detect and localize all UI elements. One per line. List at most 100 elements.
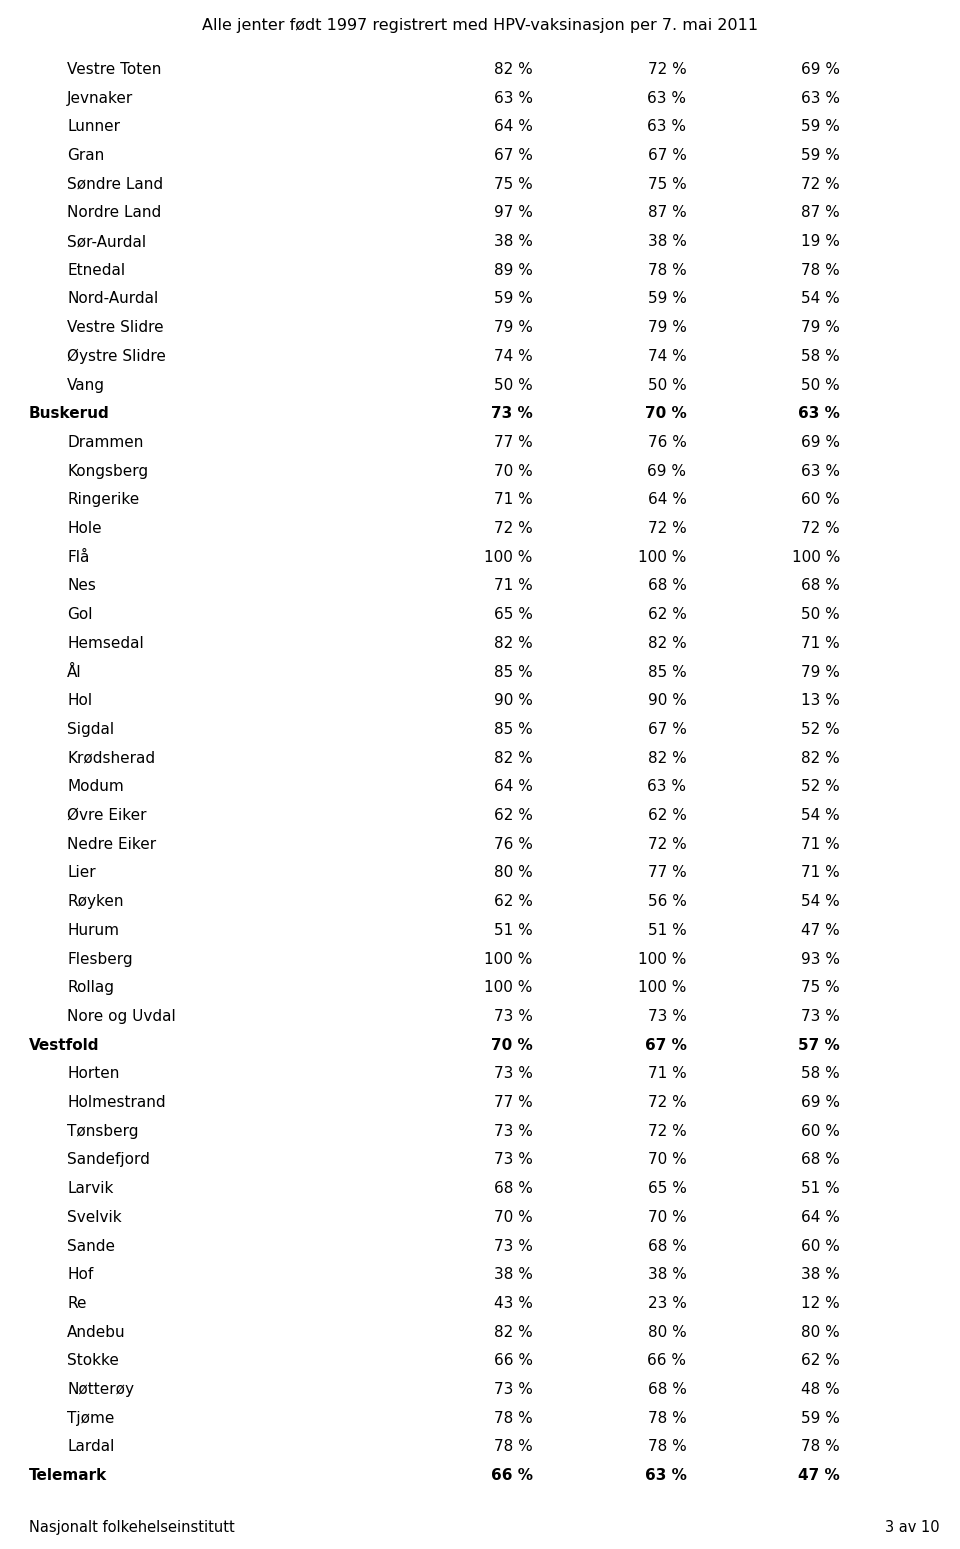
Text: 80 %: 80 %: [494, 866, 533, 880]
Text: 100 %: 100 %: [638, 951, 686, 967]
Text: 70 %: 70 %: [494, 1210, 533, 1225]
Text: 38 %: 38 %: [648, 234, 686, 249]
Text: 68 %: 68 %: [648, 1239, 686, 1253]
Text: 68 %: 68 %: [802, 578, 840, 593]
Text: 73 %: 73 %: [648, 1008, 686, 1024]
Text: Hemsedal: Hemsedal: [67, 635, 144, 651]
Text: 80 %: 80 %: [802, 1324, 840, 1340]
Text: 51 %: 51 %: [802, 1182, 840, 1196]
Text: 70 %: 70 %: [645, 406, 686, 421]
Text: Vestre Slidre: Vestre Slidre: [67, 321, 164, 335]
Text: Hurum: Hurum: [67, 923, 119, 937]
Text: Modum: Modum: [67, 779, 124, 795]
Text: 100 %: 100 %: [485, 550, 533, 565]
Text: 56 %: 56 %: [648, 894, 686, 909]
Text: Alle jenter født 1997 registrert med HPV-vaksinasjon per 7. mai 2011: Alle jenter født 1997 registrert med HPV…: [202, 19, 758, 33]
Text: 79 %: 79 %: [648, 321, 686, 335]
Text: 23 %: 23 %: [648, 1297, 686, 1310]
Text: 78 %: 78 %: [802, 1439, 840, 1455]
Text: 82 %: 82 %: [648, 635, 686, 651]
Text: 78 %: 78 %: [648, 263, 686, 277]
Text: 72 %: 72 %: [648, 836, 686, 852]
Text: Buskerud: Buskerud: [29, 406, 109, 421]
Text: 64 %: 64 %: [494, 119, 533, 135]
Text: Svelvik: Svelvik: [67, 1210, 122, 1225]
Text: Søndre Land: Søndre Land: [67, 177, 163, 192]
Text: 52 %: 52 %: [802, 722, 840, 737]
Text: 71 %: 71 %: [494, 578, 533, 593]
Text: 72 %: 72 %: [648, 1095, 686, 1111]
Text: 82 %: 82 %: [802, 751, 840, 765]
Text: 100 %: 100 %: [485, 981, 533, 996]
Text: Tjøme: Tjøme: [67, 1411, 114, 1425]
Text: Nedre Eiker: Nedre Eiker: [67, 836, 156, 852]
Text: 72 %: 72 %: [648, 1123, 686, 1139]
Text: 77 %: 77 %: [494, 1095, 533, 1111]
Text: 72 %: 72 %: [648, 520, 686, 536]
Text: 38 %: 38 %: [802, 1267, 840, 1283]
Text: Sør-Aurdal: Sør-Aurdal: [67, 234, 146, 249]
Text: Rollag: Rollag: [67, 981, 114, 996]
Text: Re: Re: [67, 1297, 86, 1310]
Text: Røyken: Røyken: [67, 894, 124, 909]
Text: 70 %: 70 %: [648, 1210, 686, 1225]
Text: Jevnaker: Jevnaker: [67, 90, 133, 105]
Text: Stokke: Stokke: [67, 1354, 119, 1368]
Text: 71 %: 71 %: [802, 836, 840, 852]
Text: Telemark: Telemark: [29, 1468, 108, 1482]
Text: 47 %: 47 %: [802, 923, 840, 937]
Text: 51 %: 51 %: [494, 923, 533, 937]
Text: 85 %: 85 %: [494, 722, 533, 737]
Text: Øystre Slidre: Øystre Slidre: [67, 349, 166, 364]
Text: 50 %: 50 %: [802, 607, 840, 623]
Text: Vang: Vang: [67, 378, 106, 392]
Text: 82 %: 82 %: [494, 1324, 533, 1340]
Text: 82 %: 82 %: [494, 751, 533, 765]
Text: 58 %: 58 %: [802, 1066, 840, 1081]
Text: Holmestrand: Holmestrand: [67, 1095, 166, 1111]
Text: 85 %: 85 %: [648, 665, 686, 680]
Text: 79 %: 79 %: [802, 321, 840, 335]
Text: 67 %: 67 %: [648, 722, 686, 737]
Text: 72 %: 72 %: [648, 62, 686, 77]
Text: 62 %: 62 %: [802, 1354, 840, 1368]
Text: 77 %: 77 %: [648, 866, 686, 880]
Text: 78 %: 78 %: [494, 1411, 533, 1425]
Text: 63 %: 63 %: [798, 406, 840, 421]
Text: 12 %: 12 %: [802, 1297, 840, 1310]
Text: 77 %: 77 %: [494, 435, 533, 449]
Text: Sande: Sande: [67, 1239, 115, 1253]
Text: 73 %: 73 %: [494, 1239, 533, 1253]
Text: Lardal: Lardal: [67, 1439, 114, 1455]
Text: 63 %: 63 %: [647, 90, 686, 105]
Text: 71 %: 71 %: [802, 866, 840, 880]
Text: 72 %: 72 %: [494, 520, 533, 536]
Text: 43 %: 43 %: [494, 1297, 533, 1310]
Text: 90 %: 90 %: [494, 694, 533, 708]
Text: Gol: Gol: [67, 607, 93, 623]
Text: 54 %: 54 %: [802, 894, 840, 909]
Text: Horten: Horten: [67, 1066, 120, 1081]
Text: 71 %: 71 %: [802, 635, 840, 651]
Text: 69 %: 69 %: [801, 62, 840, 77]
Text: 97 %: 97 %: [494, 206, 533, 220]
Text: 65 %: 65 %: [494, 607, 533, 623]
Text: Lunner: Lunner: [67, 119, 120, 135]
Text: 63 %: 63 %: [644, 1468, 686, 1482]
Text: 75 %: 75 %: [802, 981, 840, 996]
Text: Nore og Uvdal: Nore og Uvdal: [67, 1008, 176, 1024]
Text: Hole: Hole: [67, 520, 102, 536]
Text: 68 %: 68 %: [648, 1382, 686, 1397]
Text: 60 %: 60 %: [802, 1123, 840, 1139]
Text: 69 %: 69 %: [801, 1095, 840, 1111]
Text: Krødsherad: Krødsherad: [67, 751, 156, 765]
Text: 47 %: 47 %: [799, 1468, 840, 1482]
Text: 73 %: 73 %: [494, 1382, 533, 1397]
Text: Larvik: Larvik: [67, 1182, 113, 1196]
Text: 82 %: 82 %: [648, 751, 686, 765]
Text: 38 %: 38 %: [494, 234, 533, 249]
Text: 59 %: 59 %: [648, 291, 686, 307]
Text: 66 %: 66 %: [493, 1354, 533, 1368]
Text: 74 %: 74 %: [494, 349, 533, 364]
Text: 67 %: 67 %: [648, 149, 686, 163]
